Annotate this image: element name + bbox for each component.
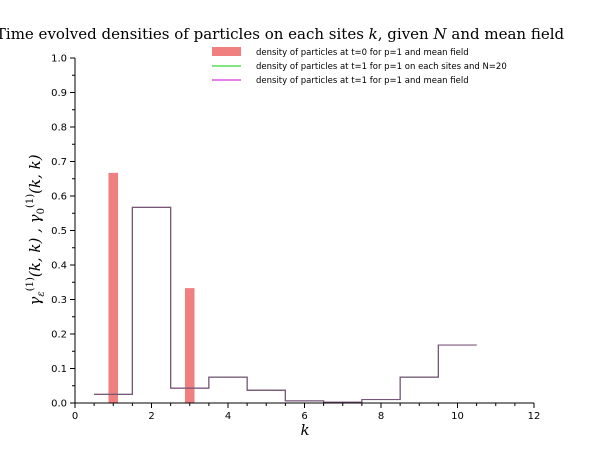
y-tick-label: 0.1 xyxy=(51,364,67,375)
bar-0-0 xyxy=(108,172,119,403)
y-tick-label: 0.7 xyxy=(51,157,67,168)
y-tick-label: 0.0 xyxy=(51,399,67,410)
legend-label-0: density of particles at t=0 for p=1 and … xyxy=(256,48,469,58)
x-tick-label: 12 xyxy=(528,411,541,422)
x-axis-label: k xyxy=(300,421,309,439)
tick-labels: 0 2 4 6 8 10 12 0.0 0.1 0.2 0.3 0.4 0.5 0.6 0.7 0.8 0.9 1… xyxy=(51,54,540,423)
legend: density of particles at t=0 for p=1 and … xyxy=(212,47,507,86)
y-tick-label: 0.6 xyxy=(51,192,67,203)
legend-label-1: density of particles at t=1 for p=1 on e… xyxy=(256,62,507,72)
legend-swatch-0 xyxy=(212,47,241,56)
x-tick-label: 0 xyxy=(72,411,78,422)
bar-series xyxy=(108,172,195,403)
svg-text:γε(1)(k, k) , γ0(1)(k, k): γε(1)(k, k) , γ0(1)(k, k) xyxy=(25,154,47,305)
x-tick-label: 4 xyxy=(225,411,231,422)
legend-label-2: density of particles at t=1 for p=1 and … xyxy=(256,76,469,86)
bar-0-1 xyxy=(184,288,195,403)
chart-title: Time evolved densities of particles on e… xyxy=(0,25,565,43)
step-line-0 xyxy=(94,206,477,403)
x-tick-label: 2 xyxy=(148,411,154,422)
x-tick-label: 10 xyxy=(451,411,464,422)
axes xyxy=(70,57,535,408)
y-axis-label: γε(1)(k, k) , γ0(1)(k, k) xyxy=(25,154,47,305)
x-tick-label: 8 xyxy=(378,411,384,422)
y-tick-label: 0.2 xyxy=(51,330,67,341)
y-tick-label: 0.9 xyxy=(51,88,67,99)
y-tick-label: 0.4 xyxy=(51,261,67,272)
step-series xyxy=(94,206,477,403)
y-tick-label: 0.5 xyxy=(51,226,67,237)
step-line-1 xyxy=(94,206,477,403)
x-tick-label: 6 xyxy=(301,411,307,422)
step-line-overlap xyxy=(94,206,477,403)
y-tick-label: 0.3 xyxy=(51,295,67,306)
y-tick-label: 0.8 xyxy=(51,123,67,134)
y-tick-label: 1.0 xyxy=(51,54,67,65)
